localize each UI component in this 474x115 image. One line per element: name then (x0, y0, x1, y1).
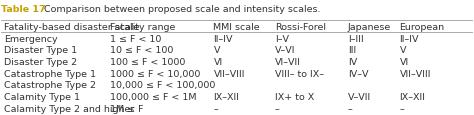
Text: Emergency: Emergency (4, 34, 57, 43)
Text: IX+ to X: IX+ to X (275, 92, 314, 101)
Text: VII–VIII: VII–VIII (213, 69, 245, 78)
Text: 1000 ≤ F < 10,000: 1000 ≤ F < 10,000 (110, 69, 200, 78)
Text: IV: IV (348, 58, 357, 66)
Text: Disaster Type 1: Disaster Type 1 (4, 46, 77, 55)
Text: –: – (213, 104, 218, 113)
Text: I–III: I–III (348, 34, 364, 43)
Text: Fatality-based disaster scale: Fatality-based disaster scale (4, 23, 139, 32)
Text: Table 17.: Table 17. (1, 5, 50, 14)
Text: 10,000 ≤ F < 100,000: 10,000 ≤ F < 100,000 (110, 81, 215, 90)
Text: Calamity Type 1: Calamity Type 1 (4, 92, 80, 101)
Text: Catastrophe Type 1: Catastrophe Type 1 (4, 69, 96, 78)
Text: Calamity Type 2 and higher: Calamity Type 2 and higher (4, 104, 134, 113)
Text: I–V: I–V (275, 34, 289, 43)
Text: IV–V: IV–V (348, 69, 368, 78)
Text: Japanese: Japanese (348, 23, 391, 32)
Text: VI: VI (213, 58, 223, 66)
Text: 100 ≤ F < 1000: 100 ≤ F < 1000 (110, 58, 185, 66)
Text: V–VI: V–VI (275, 46, 295, 55)
Text: VI–VII: VI–VII (275, 58, 301, 66)
Text: –: – (400, 104, 404, 113)
Text: II–IV: II–IV (213, 34, 233, 43)
Text: –: – (348, 104, 353, 113)
Text: II–IV: II–IV (400, 34, 419, 43)
Text: III: III (348, 46, 356, 55)
Text: Rossi-Forel: Rossi-Forel (275, 23, 326, 32)
Text: VI: VI (400, 58, 409, 66)
Text: Catastrophe Type 2: Catastrophe Type 2 (4, 81, 96, 90)
Text: VIII– to IX–: VIII– to IX– (275, 69, 324, 78)
Text: V: V (213, 46, 220, 55)
Text: European: European (400, 23, 445, 32)
Text: 100,000 ≤ F < 1M: 100,000 ≤ F < 1M (110, 92, 196, 101)
Text: IX–XII: IX–XII (213, 92, 239, 101)
Text: VII–VIII: VII–VIII (400, 69, 431, 78)
Text: 1M ≤ F: 1M ≤ F (110, 104, 143, 113)
Text: V–VII: V–VII (348, 92, 371, 101)
Text: Fatality range: Fatality range (110, 23, 175, 32)
Text: 10 ≤ F < 100: 10 ≤ F < 100 (110, 46, 173, 55)
Text: MMI scale: MMI scale (213, 23, 260, 32)
Text: IX–XII: IX–XII (400, 92, 426, 101)
Text: V: V (400, 46, 406, 55)
Text: Disaster Type 2: Disaster Type 2 (4, 58, 77, 66)
Text: Comparison between proposed scale and intensity scales.: Comparison between proposed scale and in… (40, 5, 320, 14)
Text: 1 ≤ F < 10: 1 ≤ F < 10 (110, 34, 161, 43)
Text: –: – (275, 104, 280, 113)
